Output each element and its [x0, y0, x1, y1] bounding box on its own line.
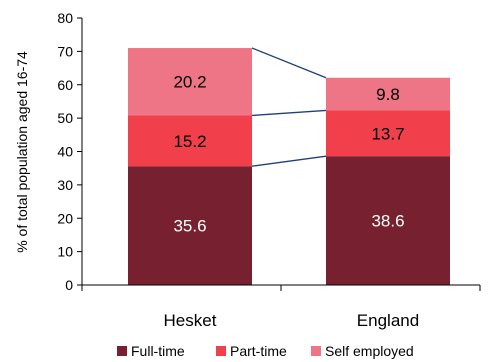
legend-swatch-self-employed — [311, 346, 321, 356]
legend-swatch-part-time — [216, 346, 226, 356]
y-tick-label: 10 — [57, 244, 73, 260]
connector-lines — [251, 47, 327, 167]
axes — [77, 17, 481, 291]
x-category-labels: Hesket England — [164, 311, 420, 330]
bar-england-self-employed — [326, 77, 450, 111]
bar-hesket-full-time — [128, 166, 252, 285]
y-tick-labels: 0 10 20 30 40 50 60 70 80 — [57, 10, 73, 293]
bar-hesket-part-time — [128, 115, 252, 167]
data-label-england-self-employed: 9.8 — [376, 85, 400, 104]
y-tick-label: 20 — [57, 210, 73, 226]
data-label-hesket-self-employed: 20.2 — [173, 73, 206, 92]
y-tick-label: 40 — [57, 144, 73, 160]
y-tick-label: 80 — [57, 10, 73, 26]
bar-england-part-time — [326, 110, 450, 157]
connector-line-full-time — [251, 155, 327, 167]
x-category-label-hesket: Hesket — [164, 311, 217, 330]
legend: Full-time Part-time Self employed — [117, 343, 414, 359]
bars — [128, 48, 450, 285]
x-category-label-england: England — [357, 311, 419, 330]
y-tick-label: 0 — [65, 277, 73, 293]
data-labels: 35.6 15.2 20.2 38.6 13.7 9.8 — [173, 73, 404, 236]
legend-label-part-time: Part-time — [230, 343, 287, 359]
bar-hesket-self-employed — [128, 48, 252, 116]
data-label-england-part-time: 13.7 — [371, 124, 404, 143]
legend-swatch-full-time — [117, 346, 127, 356]
connector-line-part-time — [251, 109, 327, 117]
y-tick-label: 70 — [57, 43, 73, 59]
data-label-hesket-full-time: 35.6 — [173, 217, 206, 236]
y-tick-label: 50 — [57, 110, 73, 126]
legend-label-full-time: Full-time — [131, 343, 185, 359]
bar-england-full-time — [326, 156, 450, 285]
legend-label-self-employed: Self employed — [325, 343, 414, 359]
y-tick-label: 60 — [57, 77, 73, 93]
connector-line-self-employed — [251, 47, 327, 79]
data-label-hesket-part-time: 15.2 — [173, 132, 206, 151]
data-label-england-full-time: 38.6 — [371, 212, 404, 231]
y-axis-title: % of total population aged 16-74 — [14, 51, 30, 253]
y-tick-label: 30 — [57, 177, 73, 193]
